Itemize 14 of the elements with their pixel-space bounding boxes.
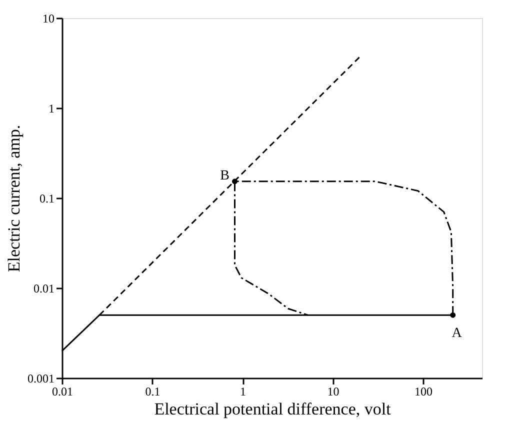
x-tick-label: 10	[327, 384, 340, 398]
y-tick-label: 0.001	[28, 372, 54, 386]
y-axis-title: Electric current, amp.	[4, 124, 24, 272]
y-tick-label: 0.1	[40, 192, 54, 206]
annotation: B	[220, 168, 230, 184]
x-tick-label: 0.01	[52, 384, 73, 398]
y-tick-label: 10	[42, 12, 54, 26]
x-tick-label: 0.1	[145, 384, 160, 398]
x-tick-label: 100	[414, 384, 433, 398]
y-tick-label: 0.01	[34, 282, 54, 296]
x-axis-title: Electrical potential difference, volt	[154, 400, 392, 418]
y-tick-label: 1	[48, 102, 54, 116]
x-tick-label: 1	[240, 384, 246, 398]
annotation: A	[452, 326, 463, 342]
